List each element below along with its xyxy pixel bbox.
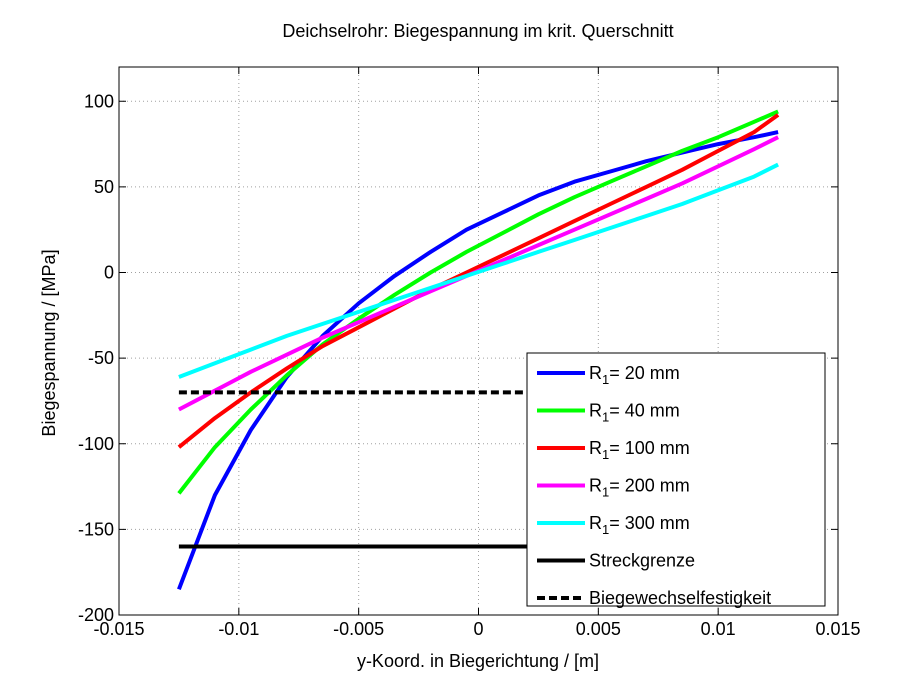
y-tick-label: 100	[84, 91, 114, 111]
legend-label: R1= 100 mm	[589, 438, 690, 462]
series-line-3	[177, 113, 780, 449]
x-tick-label: -0.015	[93, 619, 144, 639]
y-tick-label: -50	[88, 348, 114, 368]
y-tick-label: -100	[78, 434, 114, 454]
legend-box	[526, 352, 826, 607]
legend-label: Streckgrenze	[589, 551, 695, 571]
y-tick-label: 50	[94, 177, 114, 197]
legend-label: R1= 20 mm	[589, 363, 680, 387]
x-tick-label: 0.015	[815, 619, 860, 639]
x-tick-label: 0.01	[701, 619, 736, 639]
legend-label: Biegewechselfestigkeit	[589, 588, 771, 608]
legend-label: R1= 200 mm	[589, 476, 690, 500]
y-tick-label: 0	[104, 263, 114, 283]
x-tick-label: -0.01	[218, 619, 259, 639]
y-tick-label: -200	[78, 605, 114, 625]
legend-label: R1= 300 mm	[589, 513, 690, 537]
series-line-1	[177, 130, 779, 591]
series-line-5	[178, 162, 779, 379]
series-layer	[177, 109, 780, 591]
x-axis-label: y-Koord. in Biegerichtung / [m]	[357, 651, 599, 671]
y-axis-label: Biegespannung / [MPa]	[39, 249, 59, 436]
series-line-2	[177, 109, 779, 495]
chart-title: Deichselrohr: Biegespannung im krit. Que…	[282, 21, 673, 41]
x-tick-label: -0.005	[333, 619, 384, 639]
legend-label: R1= 40 mm	[589, 401, 680, 425]
ticks	[118, 67, 839, 616]
y-tick-label: -150	[78, 519, 114, 539]
legend: R1= 20 mm R1= 40 mm R1= 100 mm R1= 200 mm R1…	[526, 352, 826, 608]
x-tick-label: 0.005	[576, 619, 621, 639]
x-tick-label: 0	[473, 619, 483, 639]
tick-labels: -0.015 -0.01 -0.005 0 0.005 0.01 0.015 -200 -150…	[78, 91, 861, 639]
